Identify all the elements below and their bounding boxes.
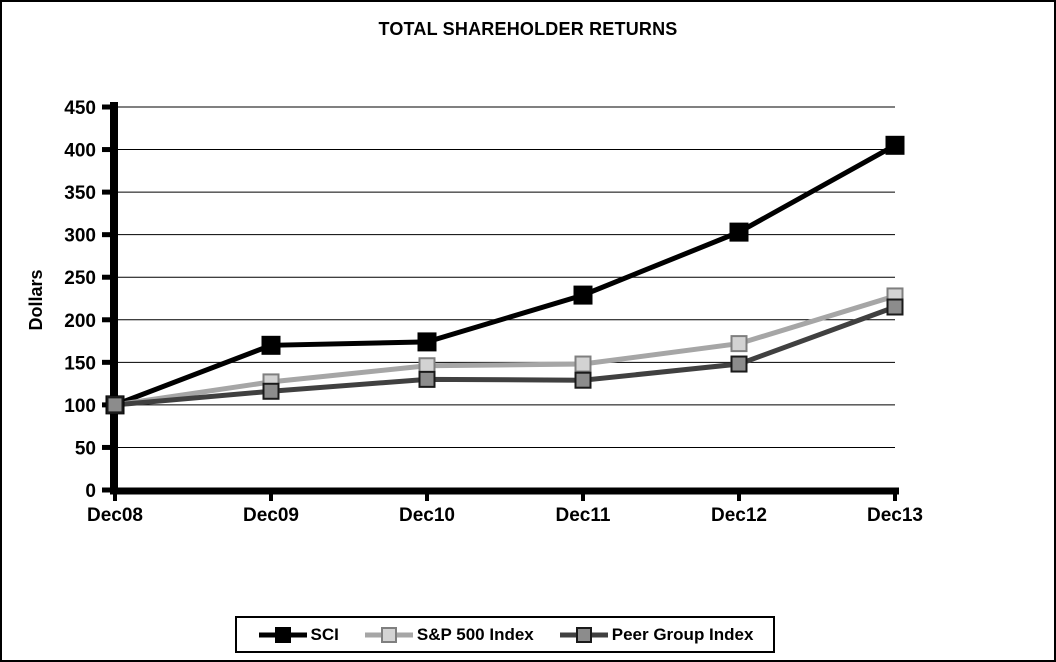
svg-text:300: 300 [64,226,96,247]
svg-text:Dec09: Dec09 [243,505,299,526]
legend-label-peer-group: Peer Group Index [611,624,754,644]
svg-text:350: 350 [64,183,96,204]
chart-title: TOTAL SHAREHOLDER RETURNS [378,19,678,39]
svg-text:100: 100 [64,396,96,417]
legend-item-sp500: S&P 500 Index [363,625,534,645]
svg-text:Dec10: Dec10 [399,505,455,526]
legend-label-sci: SCI [310,624,339,644]
legend-label-sp500: S&P 500 Index [416,624,534,644]
svg-text:450: 450 [64,98,96,119]
svg-text:Dec11: Dec11 [556,505,611,526]
svg-text:0: 0 [85,481,96,502]
svg-text:150: 150 [64,353,96,374]
legend: SCI S&P 500 Index Peer Group Index [235,616,775,653]
svg-text:Dollars: Dollars [26,269,46,330]
svg-text:250: 250 [64,268,96,289]
svg-text:Dec12: Dec12 [711,505,767,526]
svg-text:200: 200 [64,311,96,332]
sp500-series-marker-icon [364,626,413,643]
svg-text:400: 400 [64,141,96,162]
peer-group-series-marker-icon [559,626,608,643]
svg-text:Dec13: Dec13 [867,505,923,526]
legend-item-sci: SCI [257,625,339,645]
svg-text:Dec08: Dec08 [87,505,143,526]
legend-item-peer-group: Peer Group Index [558,624,754,645]
svg-text:50: 50 [75,438,96,459]
sci-series-marker-icon [258,626,307,643]
